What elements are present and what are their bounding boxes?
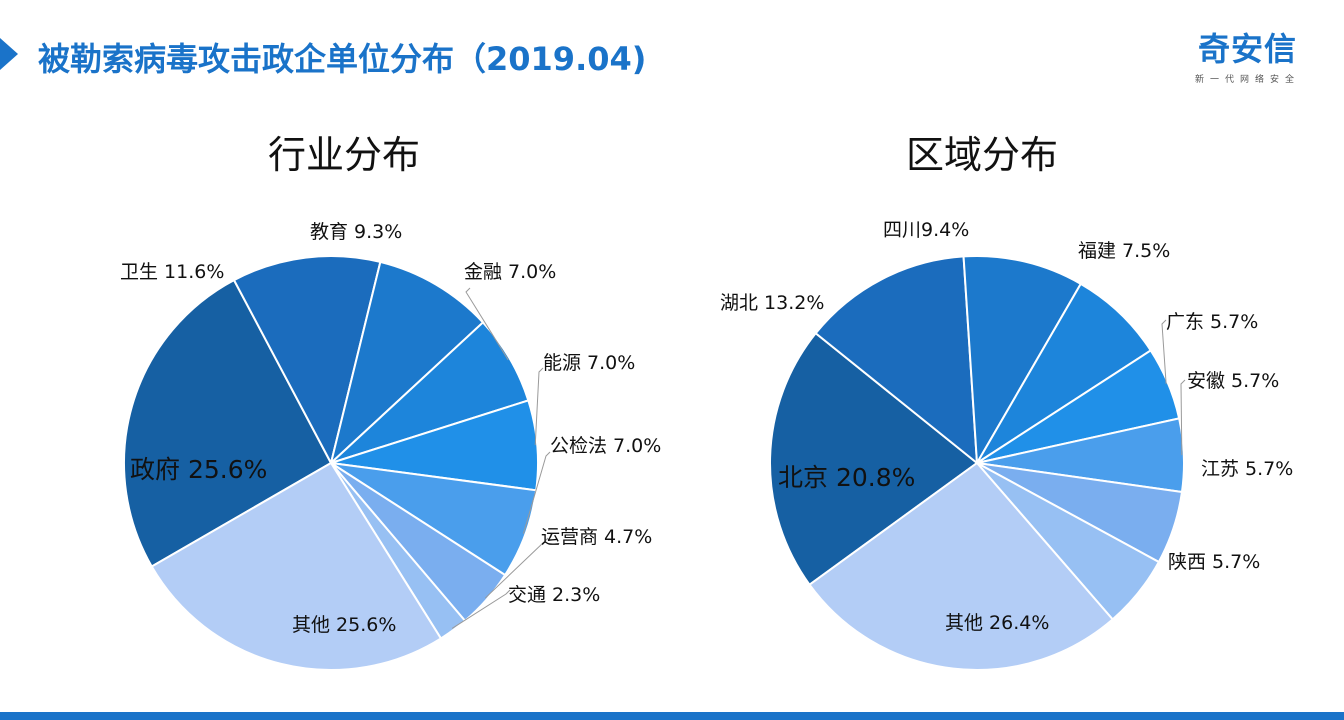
brand-tagline: 新一代网络安全 <box>1194 75 1300 85</box>
chart-title-industry: 行业分布 <box>268 133 421 177</box>
chart-title-region: 区域分布 <box>906 133 1059 177</box>
bottom-bar <box>0 712 1344 720</box>
data-label-江苏: 江苏 5.7% <box>1201 458 1293 480</box>
leader-line <box>451 589 511 629</box>
data-label-湖北: 湖北 13.2% <box>720 292 824 314</box>
brand-logo: 奇安信 新一代网络安全 <box>1195 30 1300 85</box>
leader-line <box>465 287 509 361</box>
pie-slice-政府 <box>123 278 333 568</box>
data-label-公检法: 公检法 7.0% <box>550 435 661 457</box>
data-label-教育: 教育 9.3% <box>310 221 402 243</box>
pie-slice-四川 <box>962 255 1083 467</box>
data-label-广东: 广东 5.7% <box>1166 311 1258 333</box>
data-label-其他: 其他 25.6% <box>292 614 396 636</box>
leader-line <box>1180 379 1186 456</box>
data-label-政府: 政府 25.6% <box>130 455 267 484</box>
data-label-福建: 福建 7.5% <box>1078 240 1170 262</box>
brand-name: 奇安信 <box>1197 30 1297 68</box>
data-label-运营商: 运营商 4.7% <box>541 526 652 548</box>
data-label-能源: 能源 7.0% <box>543 352 635 374</box>
leader-line <box>484 537 549 599</box>
pie-slice-其他 <box>808 461 1115 671</box>
data-label-北京: 北京 20.8% <box>778 463 915 492</box>
leader-line <box>522 451 551 534</box>
leader-line <box>534 367 544 446</box>
page-title: 被勒索病毒攻击政企单位分布（2019.04) <box>38 40 647 78</box>
pie-slice-其他 <box>150 461 443 671</box>
pie-slice-北京 <box>769 331 979 587</box>
data-label-交通: 交通 2.3% <box>508 584 600 606</box>
pie-slice-湖北 <box>814 255 979 466</box>
pie-slice-教育 <box>329 260 485 466</box>
leader-line <box>1161 319 1167 384</box>
data-label-陕西: 陕西 5.7% <box>1168 551 1260 573</box>
pie-slice-福建 <box>976 282 1153 464</box>
title-marker <box>0 38 18 70</box>
data-label-其他: 其他 26.4% <box>945 612 1049 634</box>
data-label-卫生: 卫生 11.6% <box>120 261 224 283</box>
data-label-安徽: 安徽 5.7% <box>1187 370 1279 392</box>
data-label-四川: 四川9.4% <box>883 219 969 241</box>
data-label-金融: 金融 7.0% <box>464 261 556 283</box>
pie-slice-卫生 <box>232 255 382 466</box>
